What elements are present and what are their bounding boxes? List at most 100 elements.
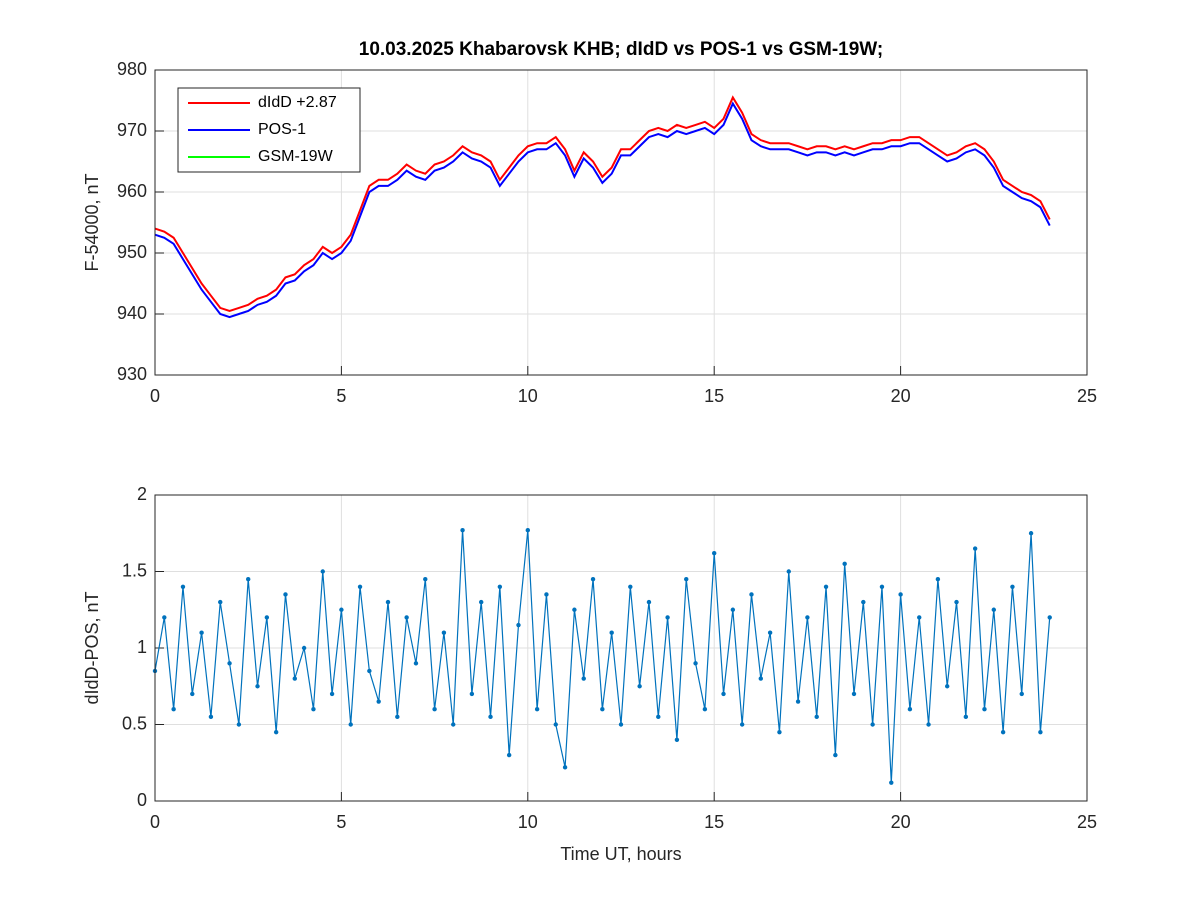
data-point: [208, 714, 214, 720]
y-tick-label: 0.5: [122, 713, 147, 733]
data-point: [833, 752, 838, 758]
data-point: [404, 615, 409, 620]
data-point: [180, 584, 186, 589]
data-point: [162, 615, 167, 620]
data-point: [171, 707, 176, 712]
data-point: [348, 722, 353, 727]
data-point: [712, 550, 717, 556]
y-tick-label: 980: [117, 59, 147, 79]
data-point: [273, 729, 279, 735]
data-point: [618, 722, 624, 727]
data-point: [199, 630, 204, 635]
data-point: [1000, 729, 1006, 735]
y-tick-label: 0: [137, 790, 147, 810]
data-point: [441, 630, 447, 635]
legend-label: GSM-19W: [258, 148, 334, 165]
data-point: [795, 699, 801, 704]
data-point: [702, 707, 708, 712]
y-tick-label: 950: [117, 242, 147, 262]
data-point: [311, 707, 316, 712]
data-point: [423, 576, 428, 582]
data-point: [674, 737, 680, 742]
data-point: [301, 645, 307, 651]
data-point: [972, 546, 978, 551]
y-tick-label: 960: [117, 181, 147, 201]
y-tick-label: 2: [137, 484, 147, 504]
data-point: [562, 765, 568, 770]
data-point: [1047, 615, 1052, 620]
data-point: [814, 714, 819, 720]
data-point: [236, 722, 242, 727]
data-point: [590, 576, 596, 582]
data-point: [190, 691, 195, 697]
x-tick-label: 0: [150, 386, 160, 406]
x-tick-label: 5: [336, 812, 346, 832]
data-point: [376, 699, 381, 704]
data-point: [1038, 729, 1043, 735]
data-point: [255, 684, 260, 689]
data-point: [218, 599, 223, 605]
x-axis-label: Time UT, hours: [560, 844, 681, 864]
data-point: [823, 584, 829, 589]
x-tick-label: 25: [1077, 386, 1097, 406]
x-tick-label: 20: [891, 812, 911, 832]
data-point: [1010, 584, 1015, 589]
data-point: [339, 607, 344, 612]
legend-label: dIdD +2.87: [258, 94, 337, 111]
data-point: [935, 576, 941, 582]
data-point: [805, 615, 810, 620]
data-point: [646, 599, 652, 605]
data-point: [329, 691, 335, 697]
y-tick-label: 1.5: [122, 560, 147, 580]
data-point: [395, 714, 400, 720]
data-point: [963, 714, 969, 720]
data-point: [581, 676, 586, 681]
data-point: [861, 599, 866, 605]
data-point: [357, 584, 363, 589]
axes-box: [154, 494, 1088, 802]
x-tick-label: 0: [150, 812, 160, 832]
data-point: [385, 599, 391, 605]
data-point: [637, 684, 642, 689]
data-point: [488, 714, 493, 720]
data-point: [264, 615, 270, 620]
y-axis-label: dIdD-POS, nT: [82, 591, 102, 704]
data-point: [917, 615, 922, 620]
data-point: [544, 592, 549, 597]
data-point: [730, 607, 736, 612]
y-tick-label: 970: [117, 120, 147, 140]
data-point: [758, 676, 763, 681]
data-point: [767, 630, 773, 635]
data-point: [479, 599, 484, 605]
data-point: [460, 527, 465, 533]
data-point: [749, 592, 754, 597]
data-point: [851, 691, 857, 697]
data-point: [227, 661, 232, 666]
data-point: [283, 592, 288, 597]
data-point: [739, 722, 745, 727]
data-point: [879, 584, 885, 589]
data-point: [413, 661, 419, 666]
x-tick-label: 20: [891, 386, 911, 406]
data-point: [842, 561, 847, 567]
data-point: [451, 722, 456, 727]
data-point: [525, 527, 530, 533]
y-tick-label: 930: [117, 364, 147, 384]
data-point: [609, 630, 614, 635]
data-point: [469, 691, 475, 697]
data-point: [367, 668, 372, 674]
x-tick-label: 10: [518, 386, 538, 406]
data-point: [572, 607, 577, 612]
data-point: [889, 780, 894, 785]
y-tick-label: 940: [117, 303, 147, 323]
data-point: [497, 584, 503, 589]
data-point: [982, 707, 987, 712]
data-point: [721, 691, 726, 697]
series-line: [154, 101, 1051, 319]
data-point: [534, 707, 540, 712]
data-point: [693, 661, 698, 666]
legend-label: POS-1: [258, 121, 306, 138]
x-tick-label: 25: [1077, 812, 1097, 832]
x-tick-label: 10: [518, 812, 538, 832]
axes-box: [154, 69, 1088, 376]
